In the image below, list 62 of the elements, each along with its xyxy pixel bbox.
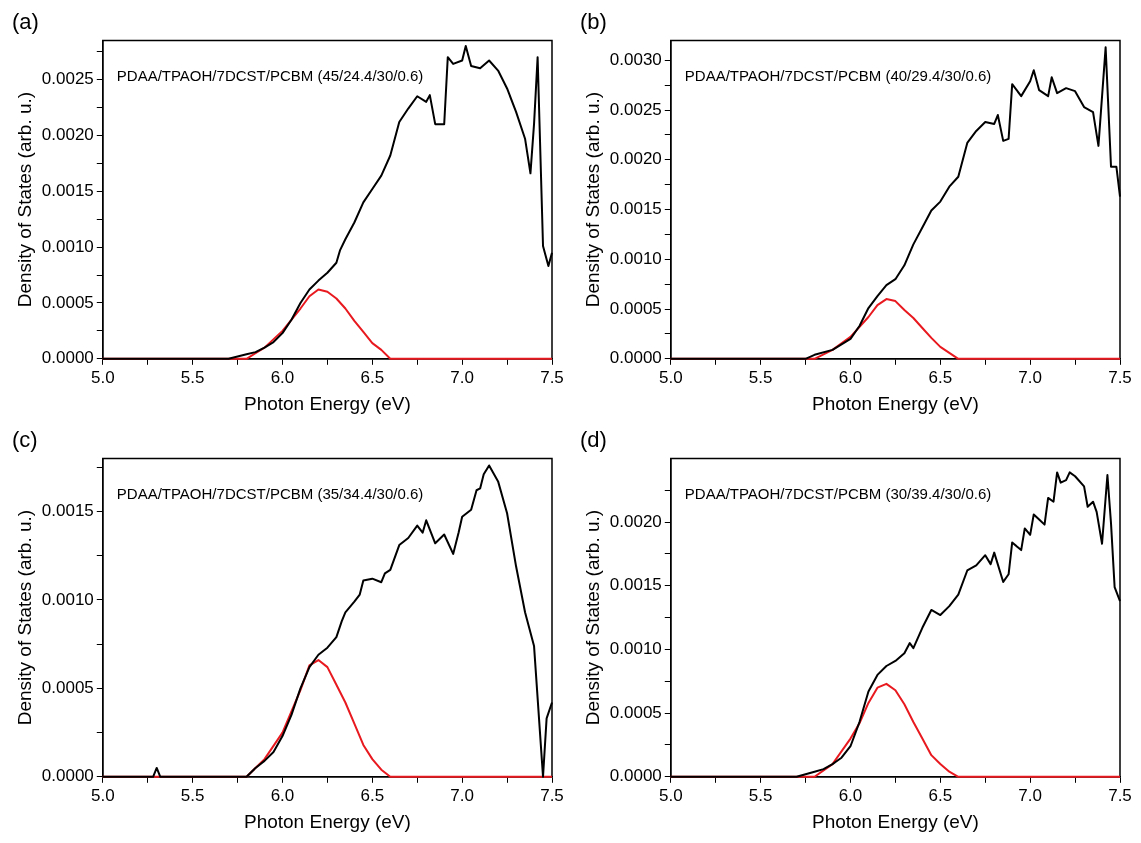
y-axis-title: Density of States (arb. u.) <box>13 509 35 726</box>
x-tick-label: 6.0 <box>270 367 295 387</box>
annotation: PDAA/TPAOH/7DCST/PCBM (45/24.4/30/0.6) <box>116 66 424 84</box>
y-tick-label: 0.0010 <box>609 248 662 268</box>
x-axis-title: Photon Energy (eV) <box>243 810 411 832</box>
y-axis-title: Density of States (arb. u.) <box>13 91 35 308</box>
x-tick-label: 6.5 <box>360 785 385 805</box>
x-tick-label: 5.0 <box>90 785 115 805</box>
y-tick-label: 0.0010 <box>609 639 662 659</box>
chart-title: (a) <box>12 9 39 35</box>
x-tick-label: 6.0 <box>838 785 863 805</box>
y-tick-label: 0.0015 <box>41 180 94 200</box>
x-axis-title: Photon Energy (eV) <box>811 810 979 832</box>
y-tick-label: 0.0010 <box>41 589 94 609</box>
x-axis-title: Photon Energy (eV) <box>243 392 411 414</box>
x-tick-label: 7.5 <box>540 785 564 805</box>
x-tick-label: 5.0 <box>658 785 683 805</box>
y-tick-label: 0.0000 <box>41 766 94 786</box>
y-axis-title: Density of States (arb. u.) <box>581 91 603 308</box>
y-tick-label: 0.0005 <box>41 292 94 312</box>
y-tick-label: 0.0015 <box>609 199 662 219</box>
y-tick-label: 0.0020 <box>41 125 94 145</box>
x-tick-label: 5.5 <box>748 785 773 805</box>
x-tick-label: 5.0 <box>658 367 683 387</box>
y-tick-label: 0.0000 <box>609 766 662 786</box>
x-tick-label: 5.0 <box>90 367 115 387</box>
x-tick-label: 7.0 <box>1018 367 1042 387</box>
y-tick-label: 0.0025 <box>609 99 662 119</box>
x-tick-label: 5.5 <box>180 785 205 805</box>
x-tick-label: 6.0 <box>838 367 863 387</box>
chart-title: (d) <box>580 427 607 453</box>
y-tick-label: 0.0015 <box>609 575 662 595</box>
x-tick-label: 7.0 <box>1018 785 1042 805</box>
x-tick-label: 7.5 <box>540 367 564 387</box>
x-tick-label: 6.0 <box>270 785 295 805</box>
y-tick-label: 0.0000 <box>41 348 94 368</box>
x-tick-label: 7.0 <box>450 367 474 387</box>
chart-title: (b) <box>580 9 607 35</box>
x-tick-label: 7.5 <box>1108 367 1132 387</box>
y-tick-label: 0.0005 <box>609 702 662 722</box>
chart-title: (c) <box>12 427 38 453</box>
x-tick-label: 7.5 <box>1108 785 1132 805</box>
x-axis-title: Photon Energy (eV) <box>811 392 979 414</box>
y-tick-label: 0.0025 <box>41 69 94 89</box>
y-axis-title: Density of States (arb. u.) <box>581 509 603 726</box>
y-tick-label: 0.0005 <box>41 678 94 698</box>
y-tick-label: 0.0005 <box>609 298 662 318</box>
y-tick-label: 0.0015 <box>41 501 94 521</box>
y-tick-label: 0.0030 <box>609 49 662 69</box>
y-tick-label: 0.0020 <box>609 511 662 531</box>
x-tick-label: 5.5 <box>180 367 205 387</box>
annotation: PDAA/TPAOH/7DCST/PCBM (40/29.4/30/0.6) <box>684 66 992 84</box>
annotation: PDAA/TPAOH/7DCST/PCBM (35/34.4/30/0.6) <box>116 484 424 502</box>
x-tick-label: 6.5 <box>928 785 953 805</box>
x-tick-label: 7.0 <box>450 785 474 805</box>
y-tick-label: 0.0020 <box>609 149 662 169</box>
annotation: PDAA/TPAOH/7DCST/PCBM (30/39.4/30/0.6) <box>684 484 992 502</box>
x-tick-label: 5.5 <box>748 367 773 387</box>
x-tick-label: 6.5 <box>360 367 385 387</box>
y-tick-label: 0.0010 <box>41 236 94 256</box>
y-tick-label: 0.0000 <box>609 348 662 368</box>
x-tick-label: 6.5 <box>928 367 953 387</box>
